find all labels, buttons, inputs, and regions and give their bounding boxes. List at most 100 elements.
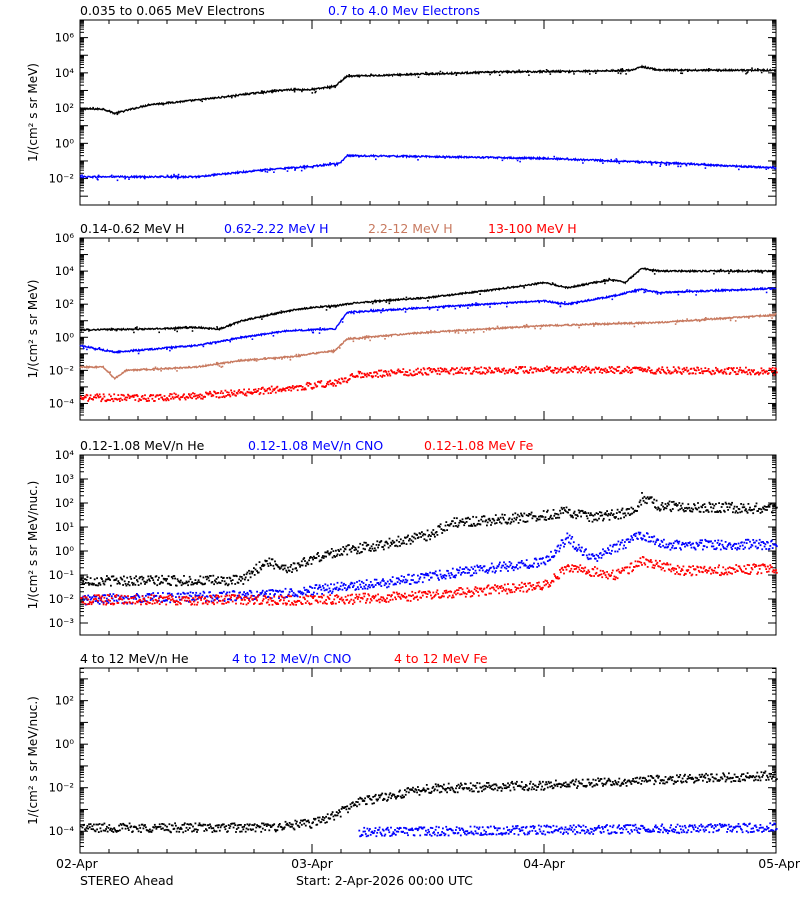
panel-4-series-1-point bbox=[159, 825, 162, 828]
panel-3-series-2-point bbox=[504, 563, 507, 566]
panel-3-series-2-point bbox=[271, 589, 274, 591]
panel-3-series-2-point bbox=[500, 566, 503, 569]
panel-3-series-1-point bbox=[530, 511, 533, 514]
panel-3-series-2-point bbox=[741, 541, 743, 544]
panel-3-series-2-point bbox=[391, 576, 394, 578]
panel-3-series-3-point bbox=[585, 572, 587, 575]
panel-2-series-4-point bbox=[664, 371, 667, 374]
panel-3-series-1-point bbox=[714, 511, 716, 513]
panel-2-series-4-point bbox=[361, 372, 363, 375]
panel-2-series-4-point bbox=[555, 367, 557, 370]
panel-1-ytick-label: 10⁴ bbox=[55, 66, 75, 80]
panel-3-series-2-point bbox=[98, 603, 101, 605]
panel-3-series-3-point bbox=[349, 594, 352, 597]
panel-2-series-4-point bbox=[280, 390, 283, 393]
panel-4-series-1-point bbox=[175, 830, 178, 833]
panel-3-series-3-point bbox=[274, 601, 276, 604]
panel-3-series-2-point bbox=[377, 582, 379, 584]
panel-3-series-1-point bbox=[146, 579, 149, 582]
panel-2-series-4-point bbox=[477, 371, 479, 374]
panel-3-series-1-point bbox=[253, 567, 255, 569]
panel-2-series-2-point bbox=[559, 305, 562, 308]
panel-3-series-3-point bbox=[170, 595, 173, 598]
panel-3-series-2-point bbox=[290, 588, 293, 591]
panel-3-series-3-point bbox=[391, 594, 393, 596]
panel-3-series-1-point bbox=[657, 506, 660, 509]
panel-2-series-4-point bbox=[517, 368, 520, 370]
panel-3-series-3-point bbox=[393, 591, 396, 594]
panel-3-series-2-point bbox=[356, 586, 359, 588]
panel-3-series-3-point bbox=[216, 601, 219, 604]
panel-2-series-4-point bbox=[529, 366, 532, 369]
panel-2-series-4-point bbox=[637, 366, 640, 369]
panel-2-series-4-point bbox=[525, 369, 528, 372]
panel-3-series-3-point bbox=[123, 602, 125, 605]
panel-4-series-1-point bbox=[227, 830, 229, 833]
panel-3-series-2-point bbox=[399, 580, 402, 582]
panel-3-series-3-point bbox=[366, 598, 369, 600]
panel-3-series-2-point bbox=[495, 567, 498, 569]
panel-2-series-4-point bbox=[126, 396, 129, 399]
panel-2-series-4-point bbox=[641, 367, 643, 370]
panel-3-series-3-point bbox=[431, 596, 434, 599]
panel-3-legend-item: 0.12-1.08 MeV Fe bbox=[424, 438, 534, 453]
panel-3-series-3-point bbox=[626, 566, 629, 569]
panel-3-series-1-point bbox=[740, 503, 742, 505]
panel-3-series-3-point bbox=[547, 586, 550, 588]
panel-4-series-1-point bbox=[303, 822, 306, 825]
panel-3-series-1-point bbox=[183, 575, 185, 577]
panel-1-series-1-point bbox=[587, 70, 589, 73]
panel-2-series-4-point bbox=[199, 393, 202, 396]
panel-1-series-1-point bbox=[348, 74, 350, 76]
panel-3-series-1-point bbox=[395, 539, 398, 542]
panel-4-series-1-point bbox=[204, 823, 206, 826]
panel-3-series-3-point bbox=[212, 601, 215, 604]
panel-2-series-4-point bbox=[390, 369, 392, 372]
panel-4-series-1-point bbox=[259, 825, 262, 828]
panel-3-series-3-point bbox=[82, 601, 85, 604]
panel-2-series-4-point bbox=[207, 393, 210, 396]
panel-1-series-2-point bbox=[560, 158, 563, 160]
panel-3-series-3-point bbox=[177, 601, 180, 603]
panel-3-series-1-point bbox=[99, 583, 102, 586]
panel-3-series-1-point bbox=[481, 515, 483, 518]
panel-3-series-1-point bbox=[594, 513, 596, 516]
panel-3-series-3-point bbox=[196, 603, 198, 606]
panel-3-series-3-point bbox=[134, 602, 137, 605]
panel-3-series-2-point bbox=[503, 561, 505, 564]
panel-3-series-3-point bbox=[692, 565, 694, 567]
panel-2-series-4-point bbox=[281, 389, 284, 391]
panel-3-series-3-point bbox=[171, 598, 174, 600]
panel-3-series-2-point bbox=[106, 600, 109, 602]
panel-3-series-1-point bbox=[356, 550, 359, 553]
panel-2-series-4-point bbox=[80, 395, 82, 398]
panel-3-series-1-point bbox=[519, 519, 522, 521]
panel-3-series-2-point bbox=[296, 594, 298, 597]
panel-4-series-1-point bbox=[280, 826, 283, 828]
panel-3-series-1-point bbox=[350, 550, 353, 553]
panel-3-series-3-point bbox=[334, 595, 336, 597]
panel-2-series-1-point bbox=[322, 306, 324, 308]
panel-2-series-4-point bbox=[152, 394, 155, 397]
panel-3-series-1-point bbox=[322, 555, 324, 557]
panel-3-series-2-point bbox=[689, 544, 692, 546]
panel-3-series-3-point bbox=[504, 590, 507, 592]
panel-3-series-2-point bbox=[535, 558, 538, 561]
panel-3-series-2-point bbox=[744, 546, 746, 549]
panel-3-series-1-point bbox=[290, 564, 293, 566]
panel-2-series-4-point bbox=[701, 370, 703, 373]
panel-3-series-2-point bbox=[199, 592, 202, 595]
panel-4-series-1-point bbox=[217, 826, 219, 829]
panel-3-series-1-point bbox=[746, 511, 749, 514]
panel-3-series-1-point bbox=[771, 511, 774, 514]
panel-3-series-2-point bbox=[531, 564, 534, 567]
panel-3-series-3-point bbox=[404, 592, 406, 595]
panel-3-series-1-point bbox=[231, 582, 233, 585]
panel-3-series-2-point bbox=[769, 545, 772, 547]
panel-3-series-2-point bbox=[301, 593, 304, 596]
panel-3-series-3-point bbox=[200, 599, 202, 601]
panel-3-series-3-point bbox=[456, 589, 458, 592]
panel-2-series-4-point bbox=[459, 368, 461, 371]
panel-2-series-4-point bbox=[502, 369, 504, 372]
panel-3-series-3-point bbox=[702, 567, 705, 570]
